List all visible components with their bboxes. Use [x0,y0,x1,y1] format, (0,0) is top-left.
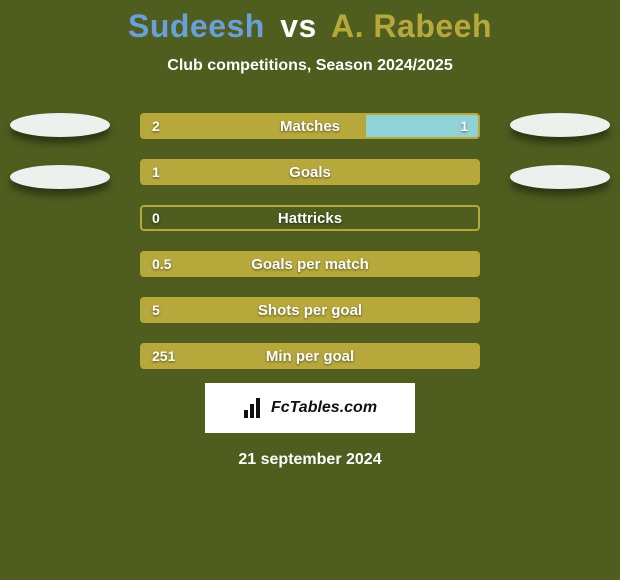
title-player1: Sudeesh [128,8,265,44]
stat-row: Min per goal251 [0,343,620,369]
title-vs: vs [280,8,317,44]
brand-text: FcTables.com [271,399,377,417]
stat-row: Goals1 [0,159,620,185]
stat-bar: Goals per match0.5 [140,251,480,277]
bars-icon [243,398,265,418]
stat-row: Shots per goal5 [0,297,620,323]
brand-badge: FcTables.com [205,383,415,433]
bar-segment-left [142,161,478,183]
stat-bar: Min per goal251 [140,343,480,369]
bar-segment-left [142,345,478,367]
footer-date: 21 september 2024 [0,451,620,469]
subtitle: Club competitions, Season 2024/2025 [0,57,620,75]
bar-segment-left [142,115,366,137]
stat-bar: Hattricks0 [140,205,480,231]
team-logo-right [510,113,610,137]
bar-segment-left [142,253,478,275]
stat-row: Hattricks0 [0,205,620,231]
stat-label: Hattricks [142,207,478,229]
stat-bar: Goals1 [140,159,480,185]
team-logo-left [10,113,110,137]
bar-segment-left [142,299,478,321]
comparison-infographic: Sudeesh vs A. Rabeeh Club competitions, … [0,0,620,580]
title-player2: A. Rabeeh [331,8,492,44]
stat-bar: Shots per goal5 [140,297,480,323]
stat-row: Matches21 [0,113,620,139]
stat-bar: Matches21 [140,113,480,139]
stat-rows: Matches21 Goals1 Hattricks0 Goals per match… [0,113,620,369]
team-logo-left [10,165,110,189]
team-logo-right [510,165,610,189]
page-title: Sudeesh vs A. Rabeeh [0,0,620,45]
bar-segment-right [366,115,478,137]
stat-row: Goals per match0.5 [0,251,620,277]
stat-value-left: 0 [152,207,160,229]
